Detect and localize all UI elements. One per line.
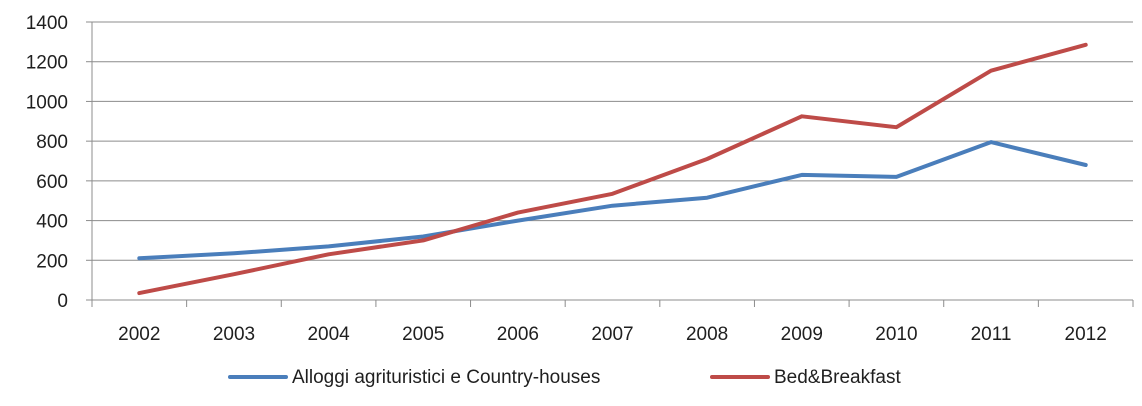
series-line-1: [137, 42, 1088, 296]
legend: Alloggi agrituristici e Country-houses Be…: [228, 367, 901, 388]
y-tick-label-400: 400: [36, 212, 68, 233]
x-tick-label-2005: 2005: [402, 324, 444, 345]
x-tick-label-2003: 2003: [213, 324, 255, 345]
y-tick-label-800: 800: [36, 132, 68, 153]
y-axis-tick-labels: 0 200 400 600 800 1000 1200 1400: [26, 13, 68, 312]
x-tick-label-2012: 2012: [1065, 324, 1107, 345]
x-tick-label-2010: 2010: [875, 324, 917, 345]
legend-label-0: Alloggi agrituristici e Country-houses: [292, 367, 600, 388]
y-tick-label-200: 200: [36, 251, 68, 272]
x-tick-label-2006: 2006: [497, 324, 539, 345]
x-tick-label-2004: 2004: [307, 324, 350, 345]
y-tick-label-600: 600: [36, 172, 68, 193]
y-tick-label-1000: 1000: [26, 92, 68, 113]
x-tick-label-2009: 2009: [781, 324, 823, 345]
gridlines: [92, 21, 1133, 261]
axes: [86, 21, 1134, 307]
series-line-0: [137, 140, 1088, 261]
y-tick-label-1400: 1400: [26, 13, 68, 34]
x-tick-label-2007: 2007: [591, 324, 633, 345]
x-axis-tick-labels: 2002 2003 2004 2005 2006 2007 2008 2009 2010 2011…: [118, 324, 1107, 345]
x-tick-label-2008: 2008: [686, 324, 728, 345]
x-tick-label-2002: 2002: [118, 324, 160, 345]
legend-label-1: Bed&Breakfast: [774, 367, 901, 388]
y-tick-label-1200: 1200: [26, 53, 68, 74]
x-tick-label-2011: 2011: [971, 324, 1012, 345]
y-tick-label-0: 0: [57, 291, 68, 312]
series-lines: [137, 42, 1088, 296]
